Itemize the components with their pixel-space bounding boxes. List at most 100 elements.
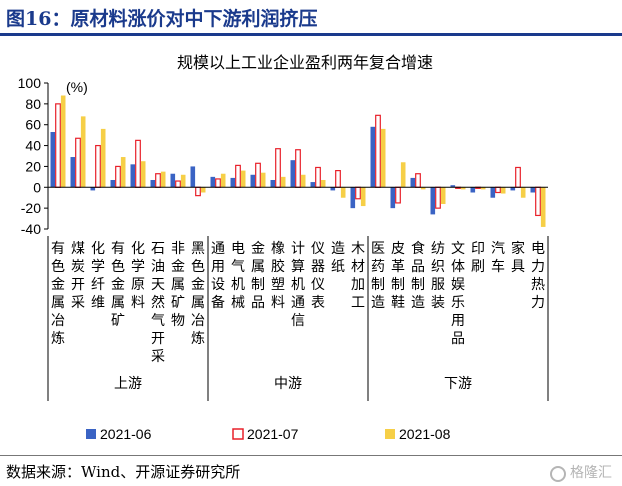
category-label-6: 非金属矿物 xyxy=(171,241,185,329)
bar-2021-08-10 xyxy=(260,172,266,188)
y-tick-label: 60 xyxy=(25,117,41,133)
bar-2021-06-1 xyxy=(70,157,76,188)
bar-2021-07-15 xyxy=(355,186,361,200)
bar-2021-06-16 xyxy=(370,126,376,188)
bar-2021-08-22 xyxy=(500,187,506,194)
bar-2021-07-2 xyxy=(95,144,101,188)
bar-2021-06-8 xyxy=(210,176,216,188)
bar-2021-08-6 xyxy=(180,174,186,188)
chart-title: 规模以上工业企业盈利两年复合增速 xyxy=(177,53,433,72)
bar-2021-08-20 xyxy=(460,187,466,190)
category-label-2: 化学纤维 xyxy=(91,241,105,311)
bar-2021-06-2 xyxy=(90,187,96,191)
bar-2021-08-18 xyxy=(420,187,426,190)
bar-2021-06-14 xyxy=(330,187,336,191)
group-label-1: 中游 xyxy=(274,376,302,392)
bar-2021-08-2 xyxy=(100,128,106,188)
bar-2021-07-23 xyxy=(515,166,521,188)
axis-layer xyxy=(44,82,549,401)
bar-2021-06-22 xyxy=(490,187,496,198)
y-tick-label: 80 xyxy=(25,96,41,112)
bar-2021-07-12 xyxy=(295,149,301,188)
bar-2021-08-9 xyxy=(240,170,246,188)
figure-title: 图16：原材料涨价对中下游利润挤压 xyxy=(6,8,318,30)
bar-2021-08-14 xyxy=(340,187,346,198)
bar-2021-08-13 xyxy=(320,179,326,188)
bar-2021-08-23 xyxy=(520,187,526,198)
labels-layer: -40 -20 0 20 40 60 80 100 有色金属冶炼煤炭开采化学纤维有色金属矿化学原… xyxy=(18,75,545,392)
bar-2021-07-7 xyxy=(195,186,201,197)
legend-swatch-2021-06 xyxy=(86,429,96,439)
bar-2021-08-1 xyxy=(80,116,86,188)
bar-2021-08-15 xyxy=(360,187,366,207)
category-label-17: 皮革制鞋 xyxy=(391,241,405,311)
legend-label-2021-08: 2021-08 xyxy=(399,426,451,442)
category-label-0: 有色金属冶炼 xyxy=(51,241,65,347)
bar-2021-06-23 xyxy=(510,187,516,191)
category-label-1: 煤炭开采 xyxy=(71,241,85,311)
y-tick-label: 0 xyxy=(33,179,41,195)
bar-2021-06-7 xyxy=(190,166,196,188)
bar-2021-06-20 xyxy=(450,185,456,188)
category-label-13: 仪器仪表 xyxy=(311,241,325,311)
bar-2021-08-4 xyxy=(140,161,146,188)
bar-2021-07-3 xyxy=(115,165,121,188)
bar-2021-07-5 xyxy=(155,173,161,188)
bar-2021-07-14 xyxy=(335,170,341,188)
y-tick-label: -40 xyxy=(21,221,41,237)
legend-label-2021-07: 2021-07 xyxy=(247,426,299,442)
bar-2021-08-24 xyxy=(540,187,546,227)
group-label-2: 下游 xyxy=(444,376,472,392)
bar-2021-07-11 xyxy=(275,148,281,188)
source-note: 数据来源：Wind、开源证券研究所 xyxy=(6,463,241,481)
group-label-0: 上游 xyxy=(114,376,142,392)
bar-2021-06-4 xyxy=(130,164,136,188)
bar-2021-06-11 xyxy=(270,179,276,188)
y-tick-label: -20 xyxy=(21,200,41,216)
bar-2021-08-21 xyxy=(480,187,486,190)
category-label-18: 食品制造 xyxy=(411,240,425,311)
bar-2021-08-7 xyxy=(200,187,206,193)
bar-2021-07-0 xyxy=(55,103,61,188)
watermark-text: 格隆汇 xyxy=(570,465,612,481)
category-label-4: 化学原料 xyxy=(131,241,145,311)
category-label-3: 有色金属矿 xyxy=(111,241,125,329)
category-label-22: 汽车 xyxy=(491,241,505,275)
bar-2021-06-10 xyxy=(250,174,256,188)
bar-2021-07-13 xyxy=(315,166,321,188)
bar-2021-06-9 xyxy=(230,177,236,188)
bar-2021-07-17 xyxy=(395,186,401,204)
bars-layer xyxy=(50,95,546,227)
category-label-16: 医药制造 xyxy=(371,241,385,311)
footer-rule xyxy=(0,455,622,456)
bar-2021-08-11 xyxy=(280,176,286,188)
unit-label: (%) xyxy=(66,79,88,95)
bar-2021-06-12 xyxy=(290,160,296,188)
bar-2021-06-18 xyxy=(410,177,416,188)
bar-2021-07-16 xyxy=(375,114,381,188)
bar-2021-06-13 xyxy=(310,182,316,188)
bar-2021-06-21 xyxy=(470,187,476,193)
bar-2021-08-3 xyxy=(120,157,126,188)
y-tick-label: 40 xyxy=(25,138,41,154)
bar-2021-06-3 xyxy=(110,179,116,188)
y-tick-label: 20 xyxy=(25,158,41,174)
bar-2021-07-6 xyxy=(175,180,181,188)
bar-2021-07-9 xyxy=(235,164,241,188)
bar-2021-08-5 xyxy=(160,171,166,188)
bar-2021-07-10 xyxy=(255,162,261,188)
bar-2021-08-16 xyxy=(380,128,386,188)
bar-chart: 规模以上工业企业盈利两年复合增速 (%) -40 -20 0 20 40 60 80 100 有… xyxy=(18,53,549,442)
bar-2021-08-0 xyxy=(60,95,66,188)
bar-2021-06-0 xyxy=(50,132,56,188)
bar-2021-06-15 xyxy=(350,187,356,209)
category-label-9: 电气机械 xyxy=(231,241,245,311)
title-rule xyxy=(0,33,622,36)
category-label-8: 通用设备 xyxy=(211,241,225,311)
category-label-19: 纺织服装 xyxy=(431,241,445,311)
bar-2021-08-17 xyxy=(400,162,406,188)
category-label-21: 印刷 xyxy=(471,241,485,275)
bar-2021-07-8 xyxy=(215,178,221,188)
category-label-23: 家具 xyxy=(511,240,525,275)
bar-2021-06-17 xyxy=(390,187,396,209)
